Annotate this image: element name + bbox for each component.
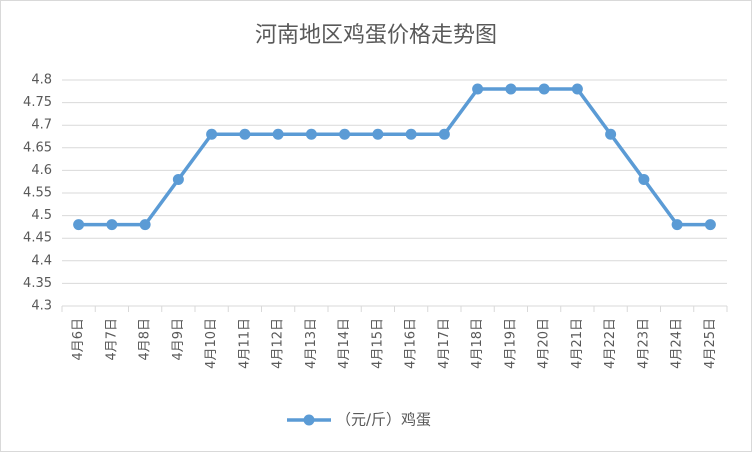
marker — [638, 173, 650, 185]
y-tick-label: 4.35 — [23, 276, 52, 291]
marker — [239, 128, 251, 140]
marker — [438, 128, 450, 140]
x-tick-label: 4月14日 — [337, 318, 352, 369]
y-tick-label: 4.75 — [23, 95, 52, 110]
marker — [106, 219, 118, 231]
marker — [405, 128, 417, 140]
y-tick-label: 4.8 — [31, 73, 52, 88]
marker — [305, 128, 317, 140]
x-tick-label: 4月7日 — [104, 318, 119, 361]
x-tick-label: 4月21日 — [570, 318, 585, 369]
x-tick-label: 4月20日 — [537, 318, 552, 369]
marker — [372, 128, 384, 140]
x-tick-label: 4月13日 — [304, 318, 319, 369]
y-tick-label: 4.3 — [31, 299, 52, 314]
legend-label: （元/斤）鸡蛋 — [336, 411, 431, 429]
y-tick-label: 4.45 — [23, 231, 52, 246]
x-tick-label: 4月11日 — [237, 318, 252, 369]
chart-title: 河南地区鸡蛋价格走势图 — [255, 23, 497, 48]
x-tick-label: 4月16日 — [404, 318, 419, 369]
x-tick-label: 4月9日 — [171, 318, 186, 361]
x-tick-label: 4月15日 — [370, 318, 385, 369]
marker — [505, 83, 517, 95]
marker — [605, 128, 617, 140]
marker — [206, 128, 218, 140]
marker — [339, 128, 351, 140]
marker — [172, 173, 184, 185]
x-tick-label: 4月12日 — [271, 318, 286, 369]
x-tick-label: 4月6日 — [71, 318, 86, 361]
marker — [538, 83, 550, 95]
y-tick-label: 4.4 — [31, 253, 52, 268]
x-tick-label: 4月24日 — [670, 318, 685, 369]
marker — [272, 128, 284, 140]
y-tick-label: 4.7 — [31, 118, 52, 133]
x-tick-label: 4月8日 — [138, 318, 153, 361]
marker — [704, 219, 716, 231]
x-tick-label: 4月22日 — [603, 318, 618, 369]
marker — [671, 219, 683, 231]
x-tick-label: 4月25日 — [703, 318, 718, 369]
x-tick-label: 4月23日 — [636, 318, 651, 369]
x-tick-label: 4月19日 — [503, 318, 518, 369]
marker — [73, 219, 85, 231]
x-tick-label: 4月17日 — [437, 318, 452, 369]
x-tick-label: 4月18日 — [470, 318, 485, 369]
y-tick-label: 4.65 — [23, 140, 52, 155]
line — [78, 87, 711, 227]
marker — [472, 83, 484, 95]
marker — [571, 83, 583, 95]
y-tick-label: 4.6 — [31, 163, 52, 178]
y-tick-label: 4.5 — [31, 208, 52, 223]
legend-marker — [303, 414, 315, 426]
marker — [139, 219, 151, 231]
y-tick-label: 4.55 — [23, 186, 52, 201]
x-tick-label: 4月10日 — [204, 318, 219, 369]
